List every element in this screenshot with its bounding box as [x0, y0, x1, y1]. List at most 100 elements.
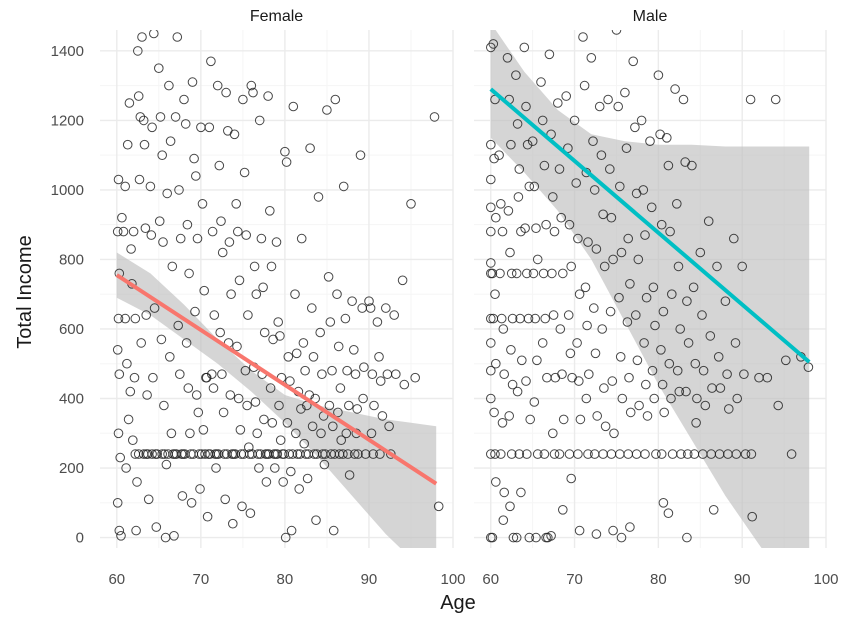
data-point	[564, 449, 575, 459]
data-point	[228, 518, 238, 529]
data-point	[557, 369, 567, 380]
data-point	[208, 383, 219, 393]
data-point	[305, 143, 315, 153]
data-point	[226, 289, 236, 300]
data-point	[139, 139, 150, 150]
data-point	[149, 30, 159, 39]
data-point	[278, 477, 289, 487]
data-point	[243, 310, 253, 320]
data-point	[589, 185, 600, 195]
data-point	[649, 393, 660, 404]
data-point	[574, 289, 585, 300]
data-point	[542, 372, 552, 383]
data-point	[182, 219, 193, 230]
data-point	[175, 233, 186, 244]
data-point	[128, 435, 138, 446]
panels: 0 200 400 600 800 1000 1200 1400 Female 60 70 80 90 1…	[51, 8, 839, 588]
data-point	[688, 282, 699, 293]
data-point	[372, 317, 383, 327]
data-point	[114, 369, 125, 380]
data-point	[490, 449, 500, 459]
x-tick-label: 80	[650, 571, 667, 588]
data-point	[193, 407, 204, 418]
data-point	[508, 532, 519, 543]
data-point	[164, 80, 174, 91]
data-point	[270, 463, 280, 473]
data-point	[368, 449, 379, 459]
data-point	[705, 331, 716, 341]
data-point	[154, 216, 165, 226]
data-point	[511, 532, 522, 543]
data-point	[234, 275, 245, 286]
data-point	[615, 352, 626, 362]
data-point	[328, 421, 338, 432]
data-point	[648, 282, 659, 293]
data-point	[537, 338, 548, 348]
data-point	[237, 501, 247, 512]
data-point	[300, 365, 310, 376]
data-point	[548, 192, 558, 202]
data-point	[162, 188, 172, 199]
data-point	[528, 268, 539, 279]
data-point	[486, 258, 496, 268]
data-point	[740, 449, 751, 459]
data-point	[591, 244, 602, 254]
data-point	[639, 338, 649, 348]
data-point	[377, 411, 388, 421]
data-point	[343, 449, 353, 459]
data-point	[636, 115, 647, 126]
data-point	[625, 407, 636, 418]
data-point	[155, 112, 166, 122]
data-point	[221, 87, 231, 98]
x-tick-label: 70	[193, 571, 210, 588]
data-point	[250, 397, 261, 407]
data-point	[486, 393, 496, 404]
data-point	[642, 411, 653, 421]
regression-line	[489, 87, 811, 364]
data-point	[152, 449, 162, 459]
data-point	[613, 101, 624, 112]
data-point	[547, 268, 557, 279]
data-point	[381, 303, 391, 313]
data-point	[161, 459, 172, 470]
data-point	[366, 428, 377, 439]
data-point	[631, 310, 641, 320]
data-point	[540, 313, 551, 324]
y-axis-title: Total Income	[14, 235, 36, 348]
data-point	[184, 268, 194, 279]
data-point	[167, 261, 178, 272]
data-point	[209, 310, 220, 320]
data-point	[375, 449, 385, 459]
data-point	[172, 32, 183, 42]
data-point	[207, 369, 217, 380]
data-point	[358, 393, 368, 404]
data-point	[623, 449, 634, 459]
data-point	[498, 324, 509, 334]
data-point	[651, 449, 661, 459]
data-point	[267, 418, 278, 428]
data-point	[663, 508, 674, 519]
data-point	[360, 449, 371, 459]
data-point	[537, 115, 548, 126]
data-point	[502, 53, 513, 63]
data-point	[616, 532, 627, 543]
data-point	[195, 484, 205, 494]
data-point	[620, 87, 630, 98]
data-point	[341, 428, 352, 439]
data-point	[489, 153, 499, 164]
data-point	[186, 498, 197, 508]
data-point	[214, 160, 225, 171]
data-point	[491, 477, 501, 487]
data-point	[681, 386, 691, 397]
data-point	[338, 181, 349, 192]
points	[112, 30, 444, 543]
data-point	[572, 338, 582, 348]
data-point	[382, 369, 393, 380]
data-point	[174, 185, 184, 195]
data-point	[132, 477, 142, 487]
data-point	[218, 407, 229, 418]
data-point	[126, 244, 136, 254]
data-point	[296, 233, 307, 244]
x-tick-label: 70	[566, 571, 583, 588]
data-point	[638, 185, 649, 195]
